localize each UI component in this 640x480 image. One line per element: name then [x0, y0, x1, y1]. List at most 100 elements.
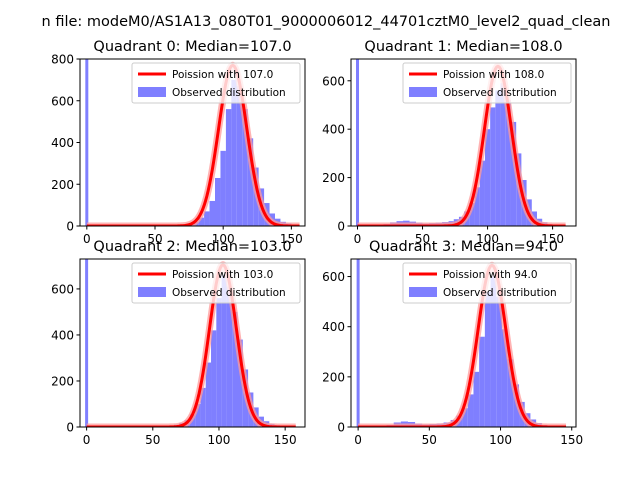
x-tick-label: 100	[212, 232, 235, 246]
legend-curve-label: Poission with 107.0	[172, 69, 273, 81]
y-tick-label: 200	[322, 370, 345, 384]
histogram-bar	[479, 160, 485, 226]
y-tick-label: 600	[51, 282, 74, 296]
y-tick-label: 400	[322, 320, 345, 334]
plot-area	[355, 59, 568, 226]
histogram-bar	[510, 121, 517, 226]
histogram-bar	[247, 138, 254, 226]
x-tick-label: 100	[489, 433, 512, 447]
histogram-bar	[232, 311, 238, 427]
x-tick-label: 150	[280, 232, 303, 246]
histogram-bar-spike	[356, 59, 360, 226]
histogram-bar	[501, 329, 508, 427]
legend-hist-label: Observed distribution	[443, 287, 557, 299]
x-tick-label: 50	[147, 232, 162, 246]
x-tick-label: 150	[274, 433, 297, 447]
poisson-curve-line	[358, 263, 567, 427]
histogram-bar	[474, 187, 480, 226]
plot-area	[84, 59, 302, 226]
legend-hist-swatch	[409, 87, 437, 97]
histogram-bar	[484, 291, 491, 427]
legend-box	[131, 62, 301, 104]
histogram-bar-spike	[356, 259, 360, 427]
chart-panel-1: 0 50 100 150 0 200 400 600 Quadrant 1: Median=10…	[322, 39, 577, 246]
legend-box	[402, 62, 572, 104]
histogram-bar	[226, 286, 233, 427]
legend-curve-label: Poission with 108.0	[443, 69, 544, 81]
histogram-bar	[209, 200, 215, 226]
legend-curve-label: Poission with 103.0	[172, 269, 273, 281]
chart-title: Quadrant 0: Median=107.0	[93, 39, 291, 55]
x-tick-label: 150	[560, 433, 583, 447]
legend: Poission with 94.0 Observed distribution	[402, 262, 572, 304]
y-tick-label: 800	[51, 53, 74, 67]
histogram-bar	[215, 177, 221, 226]
y-tick-label: 200	[51, 178, 74, 192]
histogram-bar	[204, 211, 210, 226]
y-tick-label: 400	[322, 123, 345, 137]
x-tick-label: 150	[541, 232, 564, 246]
x-tick-label: 100	[208, 433, 231, 447]
histogram-bar	[473, 371, 480, 427]
legend-hist-swatch	[409, 287, 437, 297]
axes-frame	[350, 258, 577, 428]
histogram-bar	[469, 203, 475, 226]
y-tick-label: 0	[66, 220, 74, 234]
histogram-bar-spike	[85, 59, 89, 226]
poisson-curve-line	[86, 263, 296, 427]
legend-hist-label: Observed distribution	[443, 87, 557, 99]
histogram-bar	[484, 129, 491, 226]
x-tick-label: 0	[83, 433, 91, 447]
y-tick-label: 200	[322, 171, 345, 185]
plot-area	[84, 259, 298, 427]
y-tick-label: 200	[51, 374, 74, 388]
histogram-bar	[198, 217, 205, 226]
x-tick-label: 100	[476, 232, 499, 246]
legend-box	[131, 262, 301, 304]
chart-title: Quadrant 2: Median=103.0	[93, 239, 291, 255]
histogram-bar	[200, 387, 206, 427]
y-tick-label: 0	[337, 421, 345, 435]
histogram-bar	[221, 275, 227, 427]
chart-panel-2: 0 50 100 150 0 200 400 600 Quadrant 2: Median=10…	[51, 239, 306, 447]
legend: Poission with 107.0 Observed distribution	[131, 62, 301, 104]
histogram-bar	[236, 86, 243, 226]
histogram-bar-spike	[85, 259, 89, 427]
histogram-bar	[225, 109, 232, 226]
legend-curve-label: Poission with 94.0	[443, 269, 538, 281]
legend-box	[402, 262, 572, 304]
y-tick-label: 600	[322, 270, 345, 284]
x-tick-label: 0	[354, 232, 362, 246]
chart-title: Quadrant 1: Median=108.0	[364, 39, 562, 55]
y-tick-label: 400	[51, 136, 74, 150]
histogram-bar	[490, 276, 497, 427]
x-tick-label: 0	[354, 433, 362, 447]
figure-suptitle: n file: modeM0/AS1A13_080T01_9000006012_…	[41, 14, 611, 30]
histogram-bar	[195, 403, 201, 427]
x-tick-label: 50	[422, 433, 437, 447]
histogram-bar	[500, 83, 506, 226]
histogram-bar	[462, 408, 468, 427]
x-tick-label: 50	[145, 433, 160, 447]
legend: Poission with 108.0 Observed distribution	[402, 62, 572, 104]
poisson-curve-line	[86, 63, 300, 226]
histogram-bar	[495, 90, 501, 226]
histogram-bar	[507, 359, 514, 427]
histogram-bar	[220, 150, 226, 226]
y-tick-label: 0	[337, 220, 345, 234]
x-tick-label: 0	[83, 232, 91, 246]
chart-panel-0: 0 50 100 150 0 200 400 600 800 Quadrant 0: Median…	[51, 39, 306, 246]
chart-panel-3: 0 50 100 150 0 200 400 600 Quadrant 3: Median=94…	[322, 239, 583, 447]
histogram-bar	[237, 339, 243, 427]
histogram-bar	[211, 330, 217, 427]
histogram-bar	[231, 79, 237, 226]
x-tick-label: 50	[415, 232, 430, 246]
histogram-bar	[216, 298, 222, 427]
poisson-curve-line	[357, 64, 566, 226]
histogram-bar	[205, 362, 212, 427]
axes-frame	[79, 258, 306, 428]
y-tick-label: 400	[51, 328, 74, 342]
axes-frame	[350, 58, 577, 227]
legend-hist-swatch	[138, 287, 166, 297]
plot-area	[356, 259, 569, 427]
